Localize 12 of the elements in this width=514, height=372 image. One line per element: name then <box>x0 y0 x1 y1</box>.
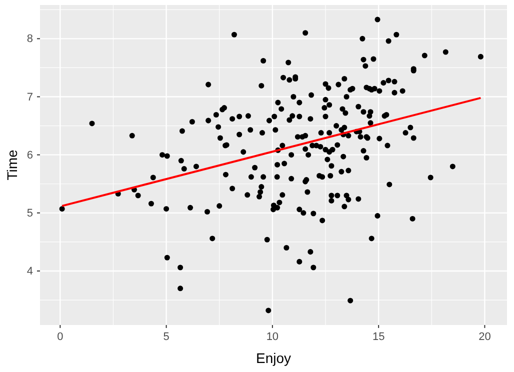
x-tick-label: 5 <box>163 330 170 343</box>
x-tick-label: 10 <box>266 330 279 343</box>
x-tick-label: 0 <box>57 330 64 343</box>
x-tick-label: 20 <box>478 330 491 343</box>
y-tick-label: 5 <box>26 207 33 220</box>
x-axis-title: Enjoy <box>256 350 292 366</box>
y-axis-title: Time <box>4 149 20 180</box>
x-tick-label: 15 <box>372 330 385 343</box>
y-tick-label: 8 <box>26 33 33 46</box>
y-tick-label: 4 <box>26 266 33 278</box>
y-tick-label: 6 <box>26 149 33 162</box>
y-tick-label: 7 <box>26 91 33 104</box>
